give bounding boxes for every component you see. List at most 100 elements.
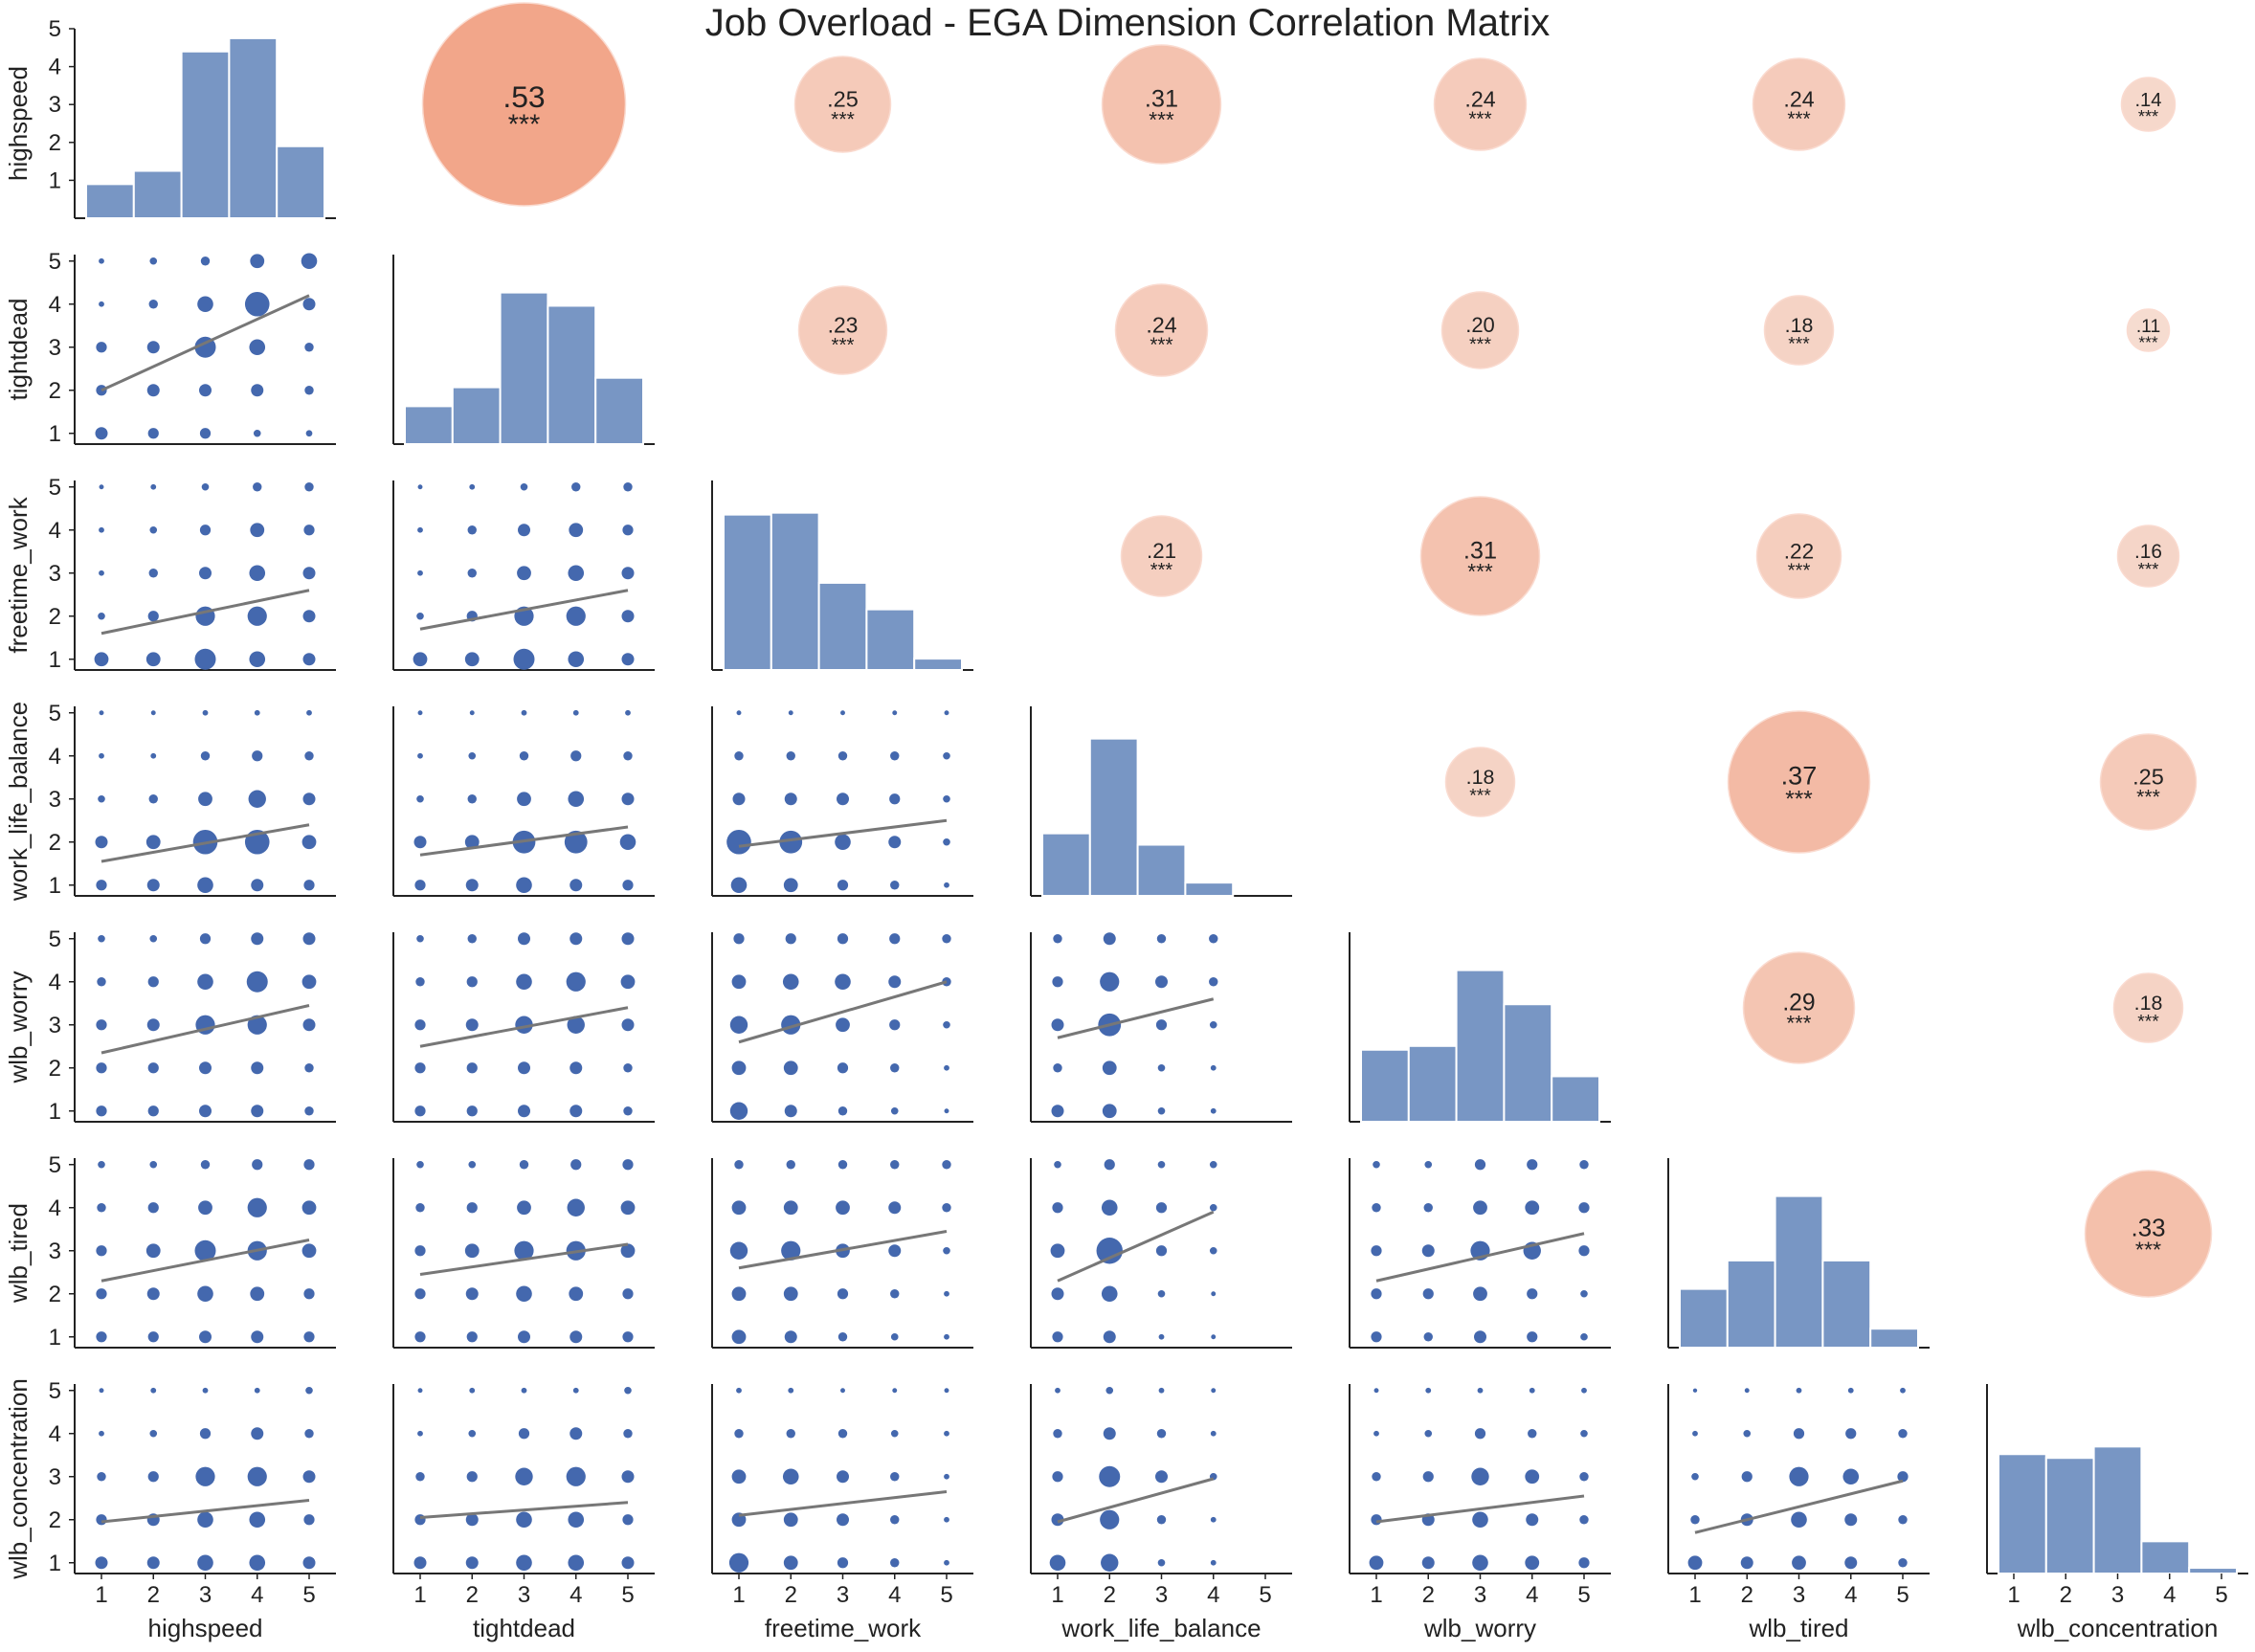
- x-tick-label: 1: [1051, 1582, 1063, 1608]
- scatter-point: [888, 975, 902, 989]
- scatter-point: [837, 1288, 849, 1300]
- y-tick-label: 1: [49, 1325, 61, 1351]
- x-tick-label: 5: [1577, 1582, 1590, 1608]
- scatter-point: [1527, 1331, 1538, 1343]
- scatter-point: [303, 1514, 315, 1526]
- scatter-point: [517, 566, 531, 581]
- scatter-point: [1155, 1470, 1168, 1484]
- scatter-point: [840, 710, 845, 716]
- scatter-point: [518, 1428, 530, 1440]
- scatter-point: [1526, 1513, 1539, 1527]
- scatter-point: [99, 526, 104, 533]
- scatter-point: [1527, 1288, 1538, 1300]
- y-tick-label: 4: [49, 744, 61, 770]
- scatter-point: [302, 793, 316, 806]
- scatter-point: [1525, 1469, 1540, 1485]
- histogram-bar: [2044, 1457, 2095, 1574]
- y-axis-label: freetime_work: [4, 496, 33, 653]
- scatter-point: [99, 752, 104, 759]
- significance-stars: ***: [1787, 1011, 1812, 1035]
- scatter-point: [149, 1429, 158, 1438]
- scatter-point: [1527, 1159, 1538, 1171]
- scatter-point: [1052, 1471, 1063, 1483]
- scatter-point: [944, 1108, 949, 1114]
- scatter-point: [302, 653, 316, 666]
- scatter-point: [305, 1386, 313, 1395]
- scatter-point: [96, 1288, 107, 1300]
- histogram-bar: [1998, 1453, 2047, 1575]
- scatter-point: [1209, 1160, 1217, 1169]
- scatter-point: [99, 301, 104, 307]
- scatter-point: [1525, 1555, 1540, 1571]
- scatter-point: [96, 1331, 107, 1343]
- histogram-bar: [404, 405, 454, 445]
- correlation-bubble: [1763, 295, 1835, 366]
- y-axis-label: wlb_tired: [4, 1203, 33, 1304]
- scatter-point: [302, 1470, 316, 1484]
- scatter-point: [1053, 934, 1062, 944]
- scatter-point: [199, 428, 212, 439]
- scatter-point: [417, 752, 423, 759]
- scatter-point: [303, 1159, 315, 1171]
- scatter-point: [199, 384, 212, 397]
- scatter-point: [413, 1556, 427, 1570]
- scatter-point: [782, 1468, 799, 1485]
- significance-stars: ***: [1788, 560, 1811, 581]
- scatter-point: [304, 386, 314, 395]
- scatter-point: [249, 651, 266, 668]
- histogram-bar: [1774, 1194, 1824, 1349]
- scatter-point: [517, 1200, 531, 1216]
- scatter-point: [1210, 1559, 1217, 1566]
- scatter-point: [96, 1514, 107, 1526]
- scatter-point: [145, 835, 161, 850]
- significance-stars: ***: [508, 109, 541, 140]
- scatter-point: [1210, 1107, 1217, 1114]
- scatter-point: [569, 1061, 583, 1075]
- scatter-point: [413, 652, 428, 667]
- x-tick-label: 3: [1474, 1582, 1486, 1608]
- correlation-value: .33: [2132, 1216, 2166, 1242]
- scatter-point: [469, 710, 475, 716]
- scatter-point: [942, 934, 951, 944]
- scatter-point: [783, 1060, 798, 1076]
- scatter-point: [303, 525, 315, 536]
- correlation-value: .11: [2136, 317, 2160, 337]
- histogram-bar: [723, 513, 772, 672]
- correlation-bubble: [2126, 308, 2171, 352]
- significance-stars: ***: [2137, 1012, 2159, 1032]
- y-tick-label: 2: [49, 1507, 61, 1533]
- scatter-point: [620, 974, 636, 990]
- scatter-point: [890, 1515, 900, 1525]
- scatter-point: [96, 1105, 107, 1117]
- histogram-bar: [1088, 737, 1139, 897]
- scatter-point: [199, 567, 212, 580]
- scatter-point: [1157, 1289, 1166, 1298]
- significance-stars: ***: [1150, 334, 1172, 356]
- regression-line: [419, 1501, 629, 1519]
- x-tick-label: 4: [888, 1582, 901, 1608]
- y-tick-label: 3: [49, 335, 61, 361]
- scatter-point: [729, 1241, 748, 1260]
- regression-line: [419, 825, 629, 857]
- scatter-point: [1211, 1291, 1217, 1297]
- scatter-point: [568, 565, 585, 582]
- scatter-point: [1472, 1511, 1488, 1529]
- correlation-bubble: [421, 2, 627, 207]
- y-tick-label: 5: [49, 1378, 61, 1404]
- scatter-point: [1529, 1387, 1535, 1394]
- scatter-point: [413, 836, 427, 849]
- y-tick-label: 3: [49, 561, 61, 587]
- scatter-point: [301, 1200, 317, 1216]
- scatter-point: [944, 1290, 949, 1297]
- scatter-point: [1690, 1515, 1700, 1525]
- x-tick-label: 3: [199, 1582, 212, 1608]
- correlation-bubble: [1727, 710, 1871, 854]
- scatter-point: [466, 1062, 478, 1074]
- scatter-point: [251, 932, 264, 946]
- x-tick-label: 2: [785, 1582, 797, 1608]
- x-axis-label: highspeed: [148, 1614, 263, 1642]
- scatter-point: [468, 1429, 477, 1438]
- scatter-point: [1371, 1288, 1382, 1300]
- scatter-point: [564, 830, 588, 854]
- scatter-point: [1101, 1199, 1118, 1217]
